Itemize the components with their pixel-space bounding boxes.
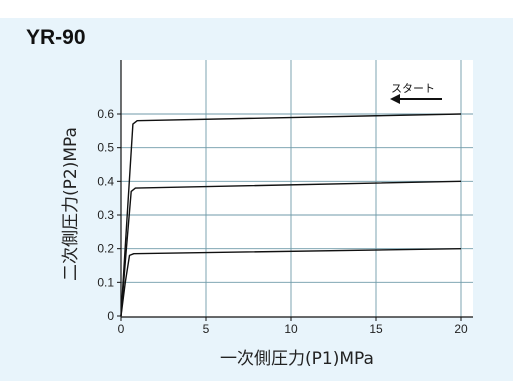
x-axis-label: 一次側圧力(P1)MPa <box>220 349 374 369</box>
y-axis-label: 二次側圧力(P2)MPa <box>61 127 81 281</box>
y-tick-label: 0.1 <box>97 275 114 289</box>
x-tick-label: 5 <box>203 322 210 336</box>
x-tick-label: 0 <box>118 322 125 336</box>
y-tick-label: 0.6 <box>97 107 114 121</box>
y-tick-label: 0.3 <box>97 208 114 222</box>
x-tick-label: 10 <box>284 322 298 336</box>
x-tick-label: 20 <box>454 322 468 336</box>
tick-labels: 0 5 10 15 20 0 0.1 0.2 0.3 0.4 0.5 0.6 <box>97 107 468 336</box>
x-tick-label: 15 <box>369 322 383 336</box>
axes <box>120 60 473 318</box>
series-lines <box>120 113 462 317</box>
chart-title: YR-90 <box>26 26 86 49</box>
grid <box>121 60 473 317</box>
y-tick-label: 0.2 <box>97 242 114 256</box>
series-line <box>120 248 462 317</box>
y-tick-label: 0 <box>107 309 114 323</box>
y-tick-label: 0.4 <box>97 174 114 188</box>
plot-area <box>121 60 473 317</box>
y-tick-label: 0.5 <box>97 141 114 155</box>
annotation: スタート <box>390 82 442 104</box>
series-line <box>120 180 462 317</box>
start-arrow-icon <box>390 94 400 104</box>
cropped-header-strip <box>0 0 513 18</box>
start-annotation-label: スタート <box>391 82 435 95</box>
series-line <box>120 113 462 317</box>
